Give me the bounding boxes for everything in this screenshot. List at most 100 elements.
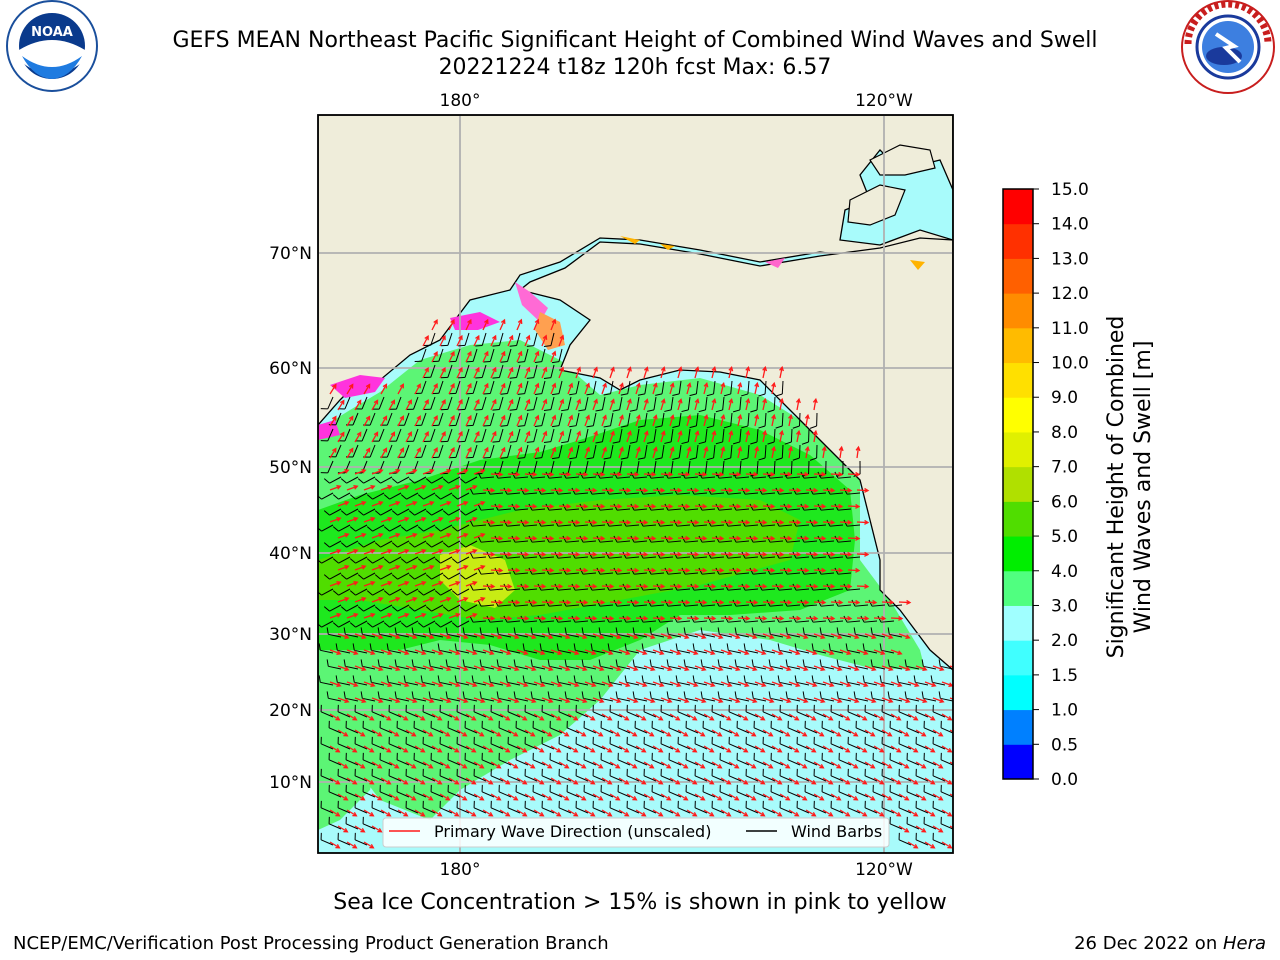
wind-barb-shaft (736, 665, 750, 670)
wave-direction-arrow (660, 601, 673, 604)
wind-barb-feather (870, 691, 873, 699)
wave-arrow-head (377, 763, 383, 769)
wave-direction-arrow (813, 537, 826, 540)
wind-barb-feather (845, 675, 848, 683)
wave-arrow-head (496, 795, 502, 801)
wave-arrow-head (870, 795, 876, 801)
wind-barb-shaft (617, 665, 631, 670)
wave-arrow-head (845, 715, 851, 721)
wave-arrow-head (583, 599, 589, 605)
wind-barb-shaft (344, 428, 351, 442)
wind-barb-shaft (940, 727, 953, 734)
wind-barb-shaft (711, 807, 725, 814)
wind-barb-shaft (619, 460, 623, 474)
wind-barb-shaft (847, 620, 861, 623)
wave-direction-arrow (524, 633, 536, 639)
wave-arrow-head (897, 650, 903, 656)
wave-arrow-head (576, 430, 582, 436)
wind-barbs-layer (318, 332, 953, 846)
wave-direction-arrow (337, 400, 345, 411)
wind-barb-feather (357, 606, 364, 612)
wave-arrow-head (353, 682, 359, 688)
wave-arrow-head (508, 398, 514, 404)
wave-arrow-head (471, 811, 477, 817)
wave-arrow-head (515, 567, 521, 573)
wind-barb-shaft (773, 460, 776, 475)
wind-barb-feather (783, 599, 788, 607)
wave-direction-arrow (660, 537, 673, 540)
wave-arrow-head (498, 471, 504, 477)
wind-barb-shaft (575, 524, 589, 527)
wave-direction-arrow (643, 793, 654, 801)
wave-arrow-head (480, 532, 486, 538)
wind-barb-feather (420, 675, 423, 683)
wave-direction-arrow (762, 697, 774, 703)
wind-barb-shaft (719, 665, 733, 670)
wave-direction-arrow (405, 793, 416, 801)
wind-barb-feather (683, 659, 686, 667)
wind-barb-shaft (362, 823, 376, 830)
wind-barb-feather (588, 615, 593, 623)
wind-barb-feather (658, 643, 661, 651)
wave-direction-arrow (405, 432, 412, 443)
wave-arrow-head (632, 731, 638, 737)
wave-arrow-head (573, 715, 579, 721)
wave-direction-arrow (601, 447, 607, 459)
wave-arrow-head (549, 599, 555, 605)
wave-direction-arrow (703, 553, 716, 556)
wave-direction-arrow (422, 565, 434, 571)
wave-direction-arrow (541, 473, 554, 476)
wind-barb-shaft (592, 444, 597, 458)
wave-direction-arrow (652, 521, 665, 524)
wave-direction-arrow (354, 825, 365, 833)
wave-direction-arrow (694, 569, 707, 572)
wave-direction-arrow (813, 505, 826, 508)
wave-direction-arrow (660, 431, 665, 443)
wave-arrow-head (343, 763, 349, 769)
wind-barb-feather (475, 408, 483, 411)
wave-direction-arrow (703, 809, 714, 817)
wave-direction-arrow (907, 809, 918, 817)
wave-arrow-head (737, 381, 743, 388)
wind-barb-shaft (847, 743, 861, 750)
wave-direction-arrow (337, 697, 349, 703)
wind-barb-shaft (371, 649, 385, 654)
wind-barb-shaft (719, 759, 733, 766)
wind-barb-shaft (329, 604, 342, 612)
wave-direction-arrow (533, 351, 539, 363)
wind-barb-shaft (481, 791, 495, 798)
wind-barb-feather (775, 487, 780, 495)
wave-direction-arrow (618, 681, 630, 687)
wind-barb-shaft (745, 775, 759, 782)
wind-barb-shaft (439, 807, 453, 814)
wave-arrow-head (353, 516, 359, 522)
wind-barb-shaft (940, 759, 953, 766)
wave-direction-arrow (669, 489, 682, 492)
wave-arrow-head (666, 795, 672, 801)
wind-barb-shaft (804, 633, 818, 638)
wind-barb-shaft (320, 775, 334, 782)
wind-barb-shaft (439, 711, 453, 718)
land-arctic-islands (847, 144, 936, 226)
wind-barb-feather (492, 344, 500, 347)
wave-arrow-head (675, 747, 681, 753)
wave-direction-arrow (754, 809, 765, 817)
wind-barb-feather (534, 425, 542, 427)
wave-direction-arrow (796, 697, 808, 703)
wave-direction-arrow (346, 613, 358, 619)
wave-direction-arrow (575, 761, 586, 769)
wind-barb-shaft (762, 743, 776, 750)
wind-barb-feather (851, 599, 856, 607)
wave-direction-arrow (550, 649, 562, 655)
wind-barb-shaft (830, 524, 844, 527)
wind-barb-shaft (838, 665, 852, 670)
wind-barb-feather (887, 691, 890, 699)
wave-direction-arrow (626, 793, 637, 801)
wind-barb-feather (554, 519, 559, 527)
wind-barb-feather (400, 558, 407, 564)
wave-direction-arrow (414, 415, 421, 427)
wave-direction-arrow (813, 569, 826, 572)
wave-direction-arrow (626, 473, 639, 476)
wave-arrow-head (804, 413, 810, 420)
wind-barb-shaft (550, 364, 555, 378)
